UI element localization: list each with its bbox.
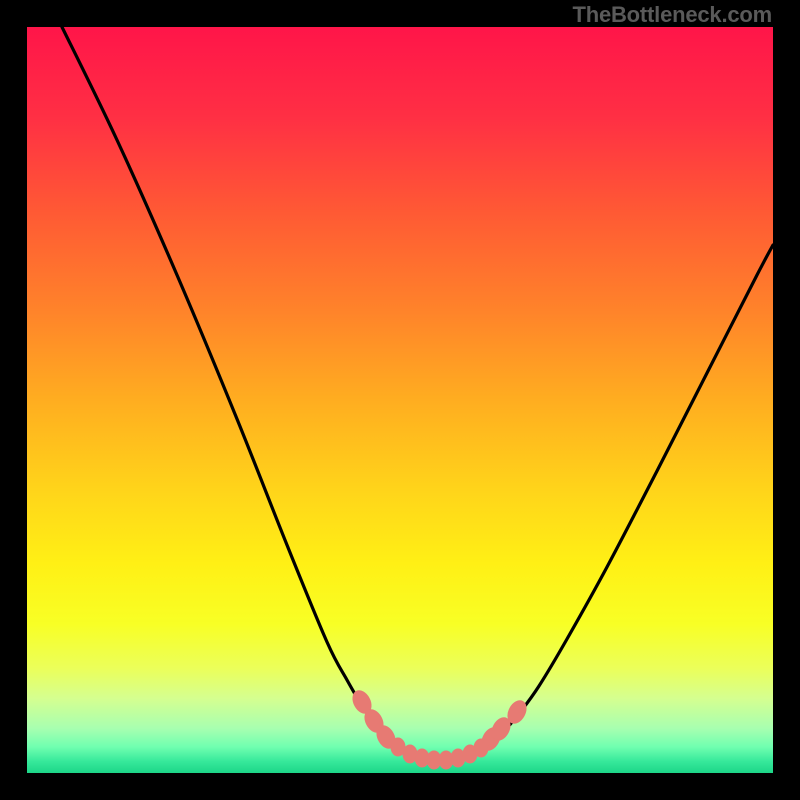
outer-frame: TheBottleneck.com — [0, 0, 800, 800]
curve-line — [62, 27, 773, 762]
curve-markers — [349, 688, 529, 769]
watermark-text: TheBottleneck.com — [572, 2, 772, 28]
plot-area — [27, 27, 773, 773]
v-curve-chart — [27, 27, 773, 773]
marker-bead — [474, 739, 488, 757]
